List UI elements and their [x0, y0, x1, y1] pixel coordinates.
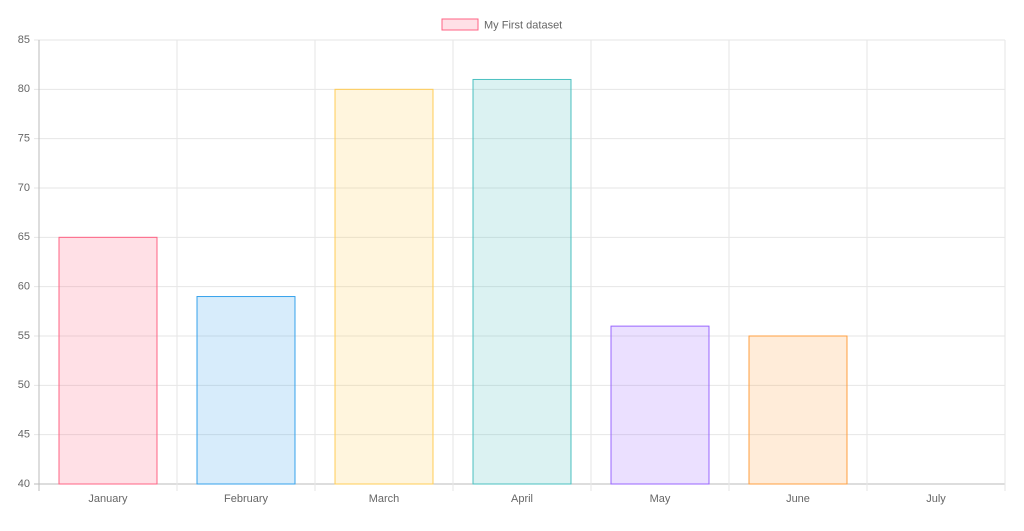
x-tick-label: April [511, 493, 533, 505]
y-tick-label: 80 [18, 83, 30, 95]
y-tick-label: 45 [18, 429, 30, 441]
x-tick-label: January [88, 493, 128, 505]
bar [58, 236, 158, 485]
x-tick-label: February [224, 493, 269, 505]
y-tick-label: 65 [18, 231, 30, 243]
y-tick-label: 55 [18, 330, 30, 342]
y-tick-label: 40 [18, 478, 30, 490]
x-tick-label: March [369, 493, 400, 505]
y-tick-label: 85 [18, 34, 30, 46]
legend-label[interactable]: My First dataset [484, 19, 562, 31]
x-tick-label: May [650, 493, 671, 505]
bar [334, 88, 434, 485]
y-tick-label: 60 [18, 281, 30, 293]
bar [748, 335, 848, 485]
y-tick-label: 70 [18, 182, 30, 194]
legend-swatch[interactable] [441, 18, 479, 31]
bar [472, 78, 572, 485]
x-tick-label: June [786, 493, 810, 505]
x-tick-label: July [926, 493, 946, 505]
y-tick-label: 75 [18, 133, 30, 145]
y-tick-label: 50 [18, 379, 30, 391]
bar [610, 325, 710, 485]
bar [196, 296, 296, 485]
